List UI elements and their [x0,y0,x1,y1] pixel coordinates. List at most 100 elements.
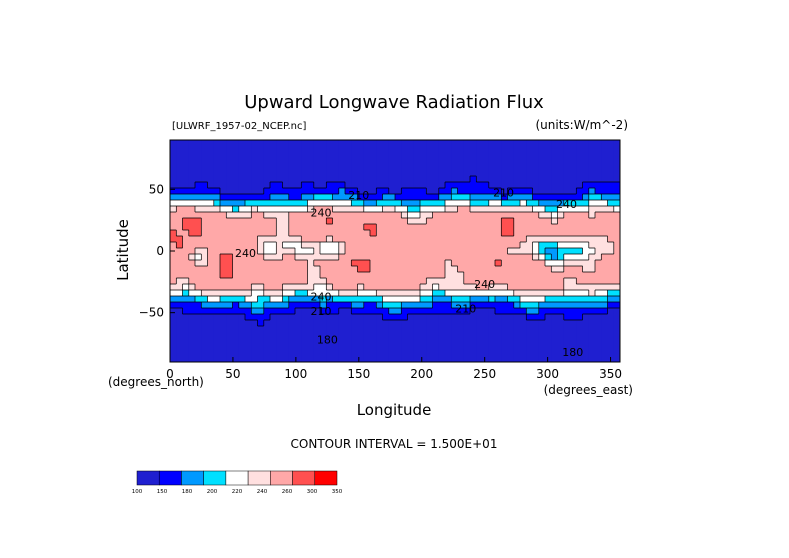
flux-cell [532,290,540,297]
flux-cell [232,272,240,279]
flux-cell [320,296,327,303]
flux-cell [207,350,215,357]
flux-cell [213,302,221,309]
flux-cell [545,272,552,279]
flux-cell [370,350,377,357]
flux-cell [532,320,540,327]
flux-cell [332,326,340,333]
flux-cell [326,146,334,153]
flux-cell [570,260,577,267]
flux-cell [576,284,584,291]
flux-cell [251,176,259,183]
flux-cell [345,200,352,207]
flux-cell [295,218,302,225]
flux-cell [295,176,302,183]
flux-cell [257,338,265,345]
flux-cell [576,308,584,315]
flux-cell [582,278,590,285]
flux-cell [601,290,609,297]
flux-cell [370,194,377,201]
flux-cell [257,248,265,255]
flux-cell [538,146,546,153]
flux-cell [320,230,327,237]
flux-cell [201,176,209,183]
flux-cell [576,188,584,195]
flux-cell [420,308,427,315]
flux-cell [207,218,215,225]
flux-cell [557,236,565,243]
flux-cell [338,158,346,165]
flux-cell [382,152,390,159]
flux-cell [276,272,284,279]
flux-cell [338,182,346,189]
flux-cell [407,200,415,207]
flux-cell [270,224,277,231]
flux-cell [445,206,452,213]
flux-cell [507,314,515,321]
flux-cell [401,164,409,171]
flux-cell [470,194,477,201]
flux-cell [520,230,527,237]
flux-cell [507,284,515,291]
flux-cell [563,320,571,327]
flux-cell [307,206,315,213]
flux-cell [476,302,484,309]
flux-cell [613,194,620,201]
flux-cell [301,218,309,225]
flux-cell [332,230,340,237]
flux-cell [301,326,309,333]
flux-cell [170,254,177,261]
flux-cell [551,302,559,309]
flux-cell [282,236,290,243]
flux-cell [370,158,377,165]
flux-cell [588,242,596,249]
flux-cell [288,194,296,201]
flux-cell [476,140,484,147]
flux-cell [538,200,546,207]
flux-cell [270,236,277,243]
flux-cell [601,212,609,219]
flux-cell [295,242,302,249]
flux-cell [295,302,302,309]
flux-cell [182,188,190,195]
flux-cell [495,146,502,153]
flux-cell [532,242,540,249]
flux-cell [288,266,296,273]
flux-cell [570,272,577,279]
flux-cell [532,200,540,207]
flux-cell [276,356,284,362]
flux-cell [582,272,590,279]
flux-cell [263,350,271,357]
flux-cell [176,338,184,345]
flux-cell [288,338,296,345]
chart-subtitle-units: (units:W/m^-2) [535,118,628,132]
flux-cell [370,200,377,207]
flux-cell [551,296,559,303]
flux-cell [245,158,252,165]
flux-cell [307,158,315,165]
flux-cell [551,266,559,273]
flux-cell [207,212,215,219]
flux-cell [351,182,359,189]
flux-cell [388,224,396,231]
flux-cell [395,152,402,159]
flux-cell [220,248,227,255]
flux-cell [601,278,609,285]
flux-cell [195,278,202,285]
flux-cell [570,266,577,273]
flux-cell [538,182,546,189]
flux-cell [526,176,534,183]
flux-cell [170,212,177,219]
flux-cell [320,152,327,159]
flux-cell [557,296,565,303]
flux-cell [238,182,246,189]
flux-cell [245,254,252,261]
flux-cell [495,314,502,321]
flux-cell [576,182,584,189]
flux-cell [501,218,509,225]
flux-cell [245,236,252,243]
flux-cell [482,296,490,303]
flux-cell [451,278,459,285]
flux-cell [557,278,565,285]
flux-cell [357,326,365,333]
